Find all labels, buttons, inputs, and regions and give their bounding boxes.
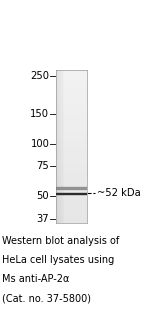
Text: 75: 75: [36, 161, 49, 171]
Text: 50: 50: [37, 191, 49, 201]
Text: Ms anti-AP-2α: Ms anti-AP-2α: [2, 274, 69, 284]
Text: (Cat. no. 37-5800): (Cat. no. 37-5800): [2, 294, 91, 304]
Text: ~52 kDa: ~52 kDa: [97, 188, 141, 198]
Bar: [56, 193, 87, 194]
Text: 150: 150: [30, 109, 49, 119]
Text: 100: 100: [30, 139, 49, 149]
Text: 37: 37: [37, 214, 49, 224]
Text: 250: 250: [30, 71, 49, 81]
Text: Western blot analysis of: Western blot analysis of: [2, 236, 119, 246]
Bar: [56, 187, 87, 189]
Text: HeLa cell lysates using: HeLa cell lysates using: [2, 255, 114, 265]
